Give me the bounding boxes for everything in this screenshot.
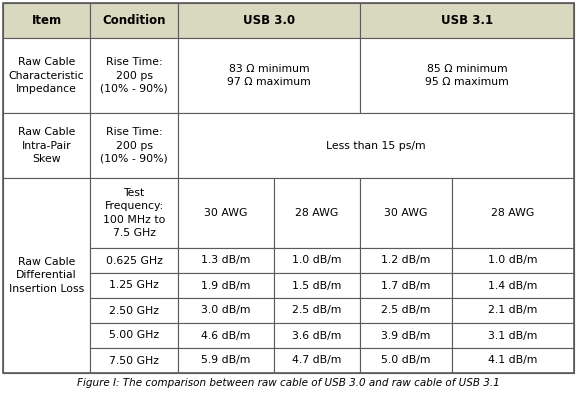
- Text: 5.00 GHz: 5.00 GHz: [109, 331, 159, 340]
- Text: 30 AWG: 30 AWG: [384, 208, 428, 218]
- Bar: [452, 323, 574, 348]
- Text: 85 Ω minimum
95 Ω maximum: 85 Ω minimum 95 Ω maximum: [425, 64, 509, 87]
- Text: 0.625 GHz: 0.625 GHz: [106, 255, 163, 266]
- Bar: [3, 38, 91, 113]
- Text: 28 AWG: 28 AWG: [491, 208, 534, 218]
- Bar: [273, 248, 361, 273]
- Bar: [178, 273, 273, 298]
- Text: Figure I: The comparison between raw cable of USB 3.0 and raw cable of USB 3.1: Figure I: The comparison between raw cab…: [77, 379, 500, 388]
- Text: 2.50 GHz: 2.50 GHz: [109, 305, 159, 316]
- Bar: [361, 3, 574, 38]
- Bar: [178, 298, 273, 323]
- Bar: [273, 273, 361, 298]
- Bar: [361, 248, 452, 273]
- Text: 28 AWG: 28 AWG: [295, 208, 339, 218]
- Text: 3.9 dB/m: 3.9 dB/m: [381, 331, 431, 340]
- Bar: [452, 248, 574, 273]
- Bar: [273, 323, 361, 348]
- Bar: [91, 178, 178, 248]
- Bar: [91, 113, 178, 178]
- Text: 2.5 dB/m: 2.5 dB/m: [381, 305, 431, 316]
- Bar: [361, 323, 452, 348]
- Text: Less than 15 ps/m: Less than 15 ps/m: [326, 141, 426, 151]
- Text: Raw Cable
Differential
Insertion Loss: Raw Cable Differential Insertion Loss: [9, 257, 84, 294]
- Text: 4.6 dB/m: 4.6 dB/m: [201, 331, 250, 340]
- Bar: [361, 273, 452, 298]
- Text: Rise Time:
200 ps
(10% - 90%): Rise Time: 200 ps (10% - 90%): [100, 127, 168, 164]
- Text: 1.25 GHz: 1.25 GHz: [109, 281, 159, 290]
- Text: 7.50 GHz: 7.50 GHz: [109, 355, 159, 366]
- Bar: [273, 298, 361, 323]
- Text: 5.0 dB/m: 5.0 dB/m: [381, 355, 431, 366]
- Text: Raw Cable
Intra-Pair
Skew: Raw Cable Intra-Pair Skew: [18, 127, 76, 164]
- Bar: [178, 113, 574, 178]
- Bar: [91, 38, 178, 113]
- Text: Condition: Condition: [102, 14, 166, 27]
- Bar: [361, 178, 452, 248]
- Bar: [178, 248, 273, 273]
- Text: 1.2 dB/m: 1.2 dB/m: [381, 255, 431, 266]
- Text: 83 Ω minimum
97 Ω maximum: 83 Ω minimum 97 Ω maximum: [227, 64, 311, 87]
- Text: USB 3.0: USB 3.0: [243, 14, 295, 27]
- Text: 3.6 dB/m: 3.6 dB/m: [293, 331, 342, 340]
- Text: USB 3.1: USB 3.1: [441, 14, 493, 27]
- Bar: [91, 273, 178, 298]
- Text: 1.4 dB/m: 1.4 dB/m: [488, 281, 538, 290]
- Bar: [361, 38, 574, 113]
- Bar: [3, 3, 91, 38]
- Bar: [178, 178, 273, 248]
- Text: 4.7 dB/m: 4.7 dB/m: [293, 355, 342, 366]
- Text: 1.0 dB/m: 1.0 dB/m: [293, 255, 342, 266]
- Bar: [178, 38, 361, 113]
- Bar: [452, 298, 574, 323]
- Bar: [178, 3, 361, 38]
- Text: 1.0 dB/m: 1.0 dB/m: [488, 255, 538, 266]
- Bar: [91, 323, 178, 348]
- Bar: [361, 348, 452, 373]
- Bar: [91, 348, 178, 373]
- Text: 30 AWG: 30 AWG: [204, 208, 248, 218]
- Text: 3.0 dB/m: 3.0 dB/m: [201, 305, 250, 316]
- Bar: [3, 178, 91, 373]
- Text: Rise Time:
200 ps
(10% - 90%): Rise Time: 200 ps (10% - 90%): [100, 57, 168, 94]
- Bar: [178, 348, 273, 373]
- Bar: [178, 323, 273, 348]
- Text: 1.5 dB/m: 1.5 dB/m: [293, 281, 342, 290]
- Text: 2.5 dB/m: 2.5 dB/m: [293, 305, 342, 316]
- Bar: [273, 348, 361, 373]
- Bar: [3, 113, 91, 178]
- Bar: [361, 298, 452, 323]
- Text: Item: Item: [32, 14, 62, 27]
- Text: 1.3 dB/m: 1.3 dB/m: [201, 255, 250, 266]
- Text: Raw Cable
Characteristic
Impedance: Raw Cable Characteristic Impedance: [9, 57, 84, 94]
- Bar: [452, 348, 574, 373]
- Text: 3.1 dB/m: 3.1 dB/m: [488, 331, 538, 340]
- Bar: [273, 178, 361, 248]
- Bar: [91, 248, 178, 273]
- Bar: [91, 3, 178, 38]
- Text: 1.9 dB/m: 1.9 dB/m: [201, 281, 250, 290]
- Text: 5.9 dB/m: 5.9 dB/m: [201, 355, 250, 366]
- Bar: [452, 273, 574, 298]
- Bar: [452, 178, 574, 248]
- Text: 4.1 dB/m: 4.1 dB/m: [488, 355, 538, 366]
- Text: Test
Frequency:
100 MHz to
7.5 GHz: Test Frequency: 100 MHz to 7.5 GHz: [103, 188, 165, 238]
- Text: 2.1 dB/m: 2.1 dB/m: [488, 305, 538, 316]
- Text: 1.7 dB/m: 1.7 dB/m: [381, 281, 431, 290]
- Bar: [91, 298, 178, 323]
